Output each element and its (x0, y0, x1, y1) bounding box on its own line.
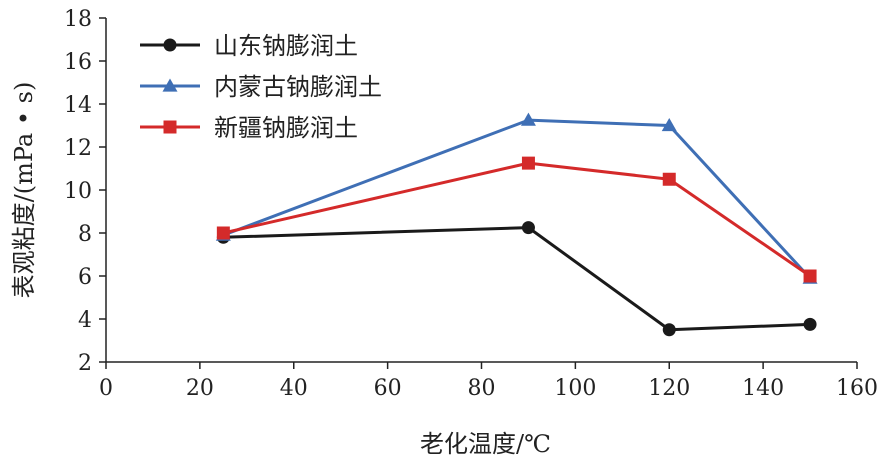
data-point (661, 118, 677, 132)
data-point (662, 172, 676, 186)
legend-label: 山东钠膨润土 (214, 32, 358, 60)
data-point (520, 112, 536, 126)
series-2 (216, 156, 817, 283)
legend-label: 新疆钠膨润土 (214, 114, 358, 142)
x-tick-label: 60 (374, 376, 402, 401)
legend-marker (163, 120, 177, 134)
y-tick-label: 14 (64, 93, 92, 118)
y-tick-label: 8 (78, 222, 92, 247)
x-tick-label: 100 (554, 376, 596, 401)
legend-label: 内蒙古钠膨润土 (214, 73, 382, 101)
y-axis-title: 表观粘度/(mPa • s) (10, 82, 38, 299)
legend-item: 山东钠膨润土 (140, 32, 358, 60)
series-line (223, 226, 811, 332)
x-axis-title: 老化温度/℃ (420, 430, 551, 458)
y-tick-label: 6 (78, 265, 92, 290)
x-tick-label: 140 (742, 376, 784, 401)
legend-marker (162, 78, 178, 92)
data-point (662, 323, 676, 337)
axes: 2 4 6 8 10 12 14 16 18 0 20 40 60 80 100 120 140 160 (64, 7, 878, 401)
x-tick-label: 0 (99, 376, 113, 401)
x-tick-label: 40 (280, 376, 308, 401)
legend-marker (163, 38, 177, 52)
data-point (803, 269, 817, 283)
x-tick-label: 20 (186, 376, 214, 401)
data-point (521, 156, 535, 170)
data-point (521, 221, 535, 235)
series-line (223, 161, 811, 278)
legend-item: 新疆钠膨润土 (140, 114, 358, 142)
data-point (803, 317, 817, 331)
y-tick-label: 12 (64, 136, 92, 161)
x-tick-label: 80 (468, 376, 496, 401)
x-tick-label: 120 (648, 376, 690, 401)
series-0 (216, 221, 817, 337)
series-line (222, 118, 812, 280)
series-layer (215, 112, 818, 337)
data-point (216, 226, 230, 240)
y-tick-label: 4 (78, 308, 92, 333)
y-tick-label: 16 (64, 50, 92, 75)
y-tick-label: 10 (64, 179, 92, 204)
y-tick-label: 2 (78, 351, 92, 376)
x-tick-label: 160 (836, 376, 878, 401)
y-tick-label: 18 (64, 7, 92, 32)
legend-item: 内蒙古钠膨润土 (140, 73, 382, 101)
